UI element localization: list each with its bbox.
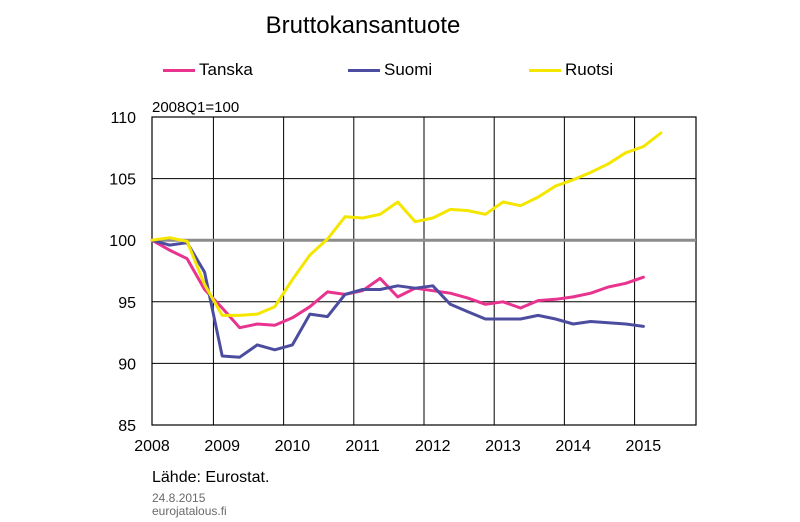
plot-border	[151, 116, 697, 426]
site-text: eurojatalous.fi	[152, 504, 227, 518]
x-tick-label-2014: 2014	[555, 438, 591, 455]
y-tick-label-100: 100	[109, 233, 136, 250]
base-note: 2008Q1=100	[152, 99, 240, 116]
legend-swatch-suomi	[348, 68, 380, 72]
x-tick-label-2010: 2010	[275, 438, 311, 455]
chart-title: Bruttokansantuote	[265, 12, 461, 39]
x-tick-label-2008: 2008	[134, 438, 170, 455]
legend-label-tanska: Tanska	[199, 60, 253, 79]
x-tick-label-2009: 2009	[204, 438, 240, 455]
date-text: 24.8.2015	[152, 491, 206, 505]
legend-swatch-ruotsi	[529, 68, 561, 72]
legend-item-suomi: Suomi	[348, 60, 432, 80]
y-tick-label-105: 105	[109, 172, 136, 189]
y-tick-label-95: 95	[118, 295, 136, 312]
series-line-ruotsi	[150, 131, 663, 317]
legend-item-tanska: Tanska	[163, 60, 253, 80]
legend-label-ruotsi: Ruotsi	[565, 60, 614, 79]
x-tick-label-2013: 2013	[485, 438, 521, 455]
x-tick-label-2012: 2012	[415, 438, 451, 455]
y-tick-label-85: 85	[118, 418, 136, 435]
legend-label-suomi: Suomi	[384, 60, 433, 79]
legend-swatch-tanska	[163, 68, 195, 72]
legend-item-ruotsi: Ruotsi	[529, 60, 613, 80]
y-tick-label-90: 90	[118, 356, 136, 373]
x-tick-label-2015: 2015	[626, 438, 662, 455]
series-line-tanska	[150, 238, 645, 330]
source-text: Lähde: Eurostat.	[152, 469, 270, 486]
series-line-suomi	[150, 238, 645, 359]
y-tick-label-110: 110	[110, 110, 136, 127]
x-tick-label-2011: 2011	[345, 438, 380, 455]
